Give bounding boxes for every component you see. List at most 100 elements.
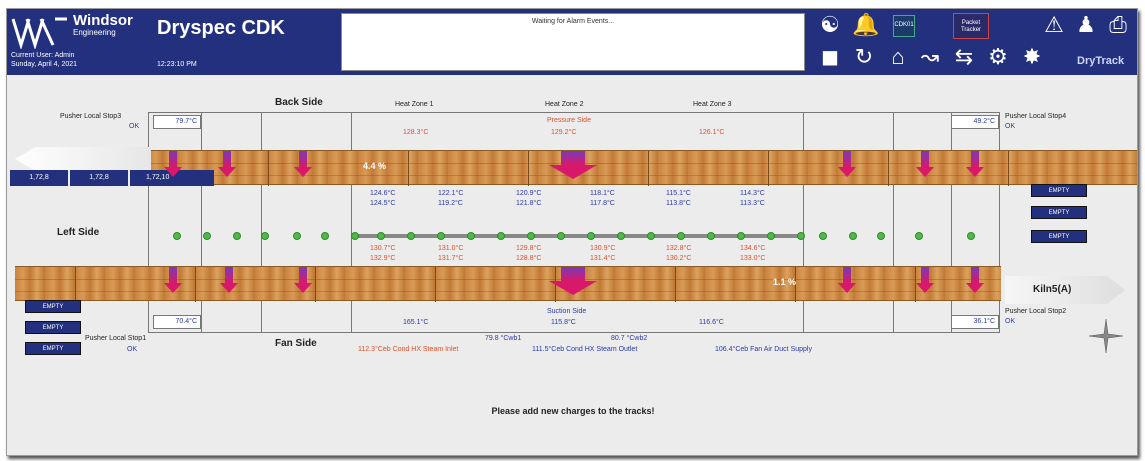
kiln-select-button[interactable]: Kiln5(A) <box>1005 276 1125 304</box>
refresh-icon[interactable]: ↻ <box>854 44 874 69</box>
cond-hx-inlet: 112.3°Ceb Cond HX Steam Inlet <box>358 346 458 353</box>
drytrack-logo[interactable]: DryTrack <box>1077 55 1125 67</box>
top-slot-1[interactable]: 1,72,8 <box>10 170 68 186</box>
sensor-dot <box>261 232 269 240</box>
left-empty-slot-2[interactable]: EMPTY <box>25 321 81 334</box>
pusher-stop3-status: OK <box>129 123 140 130</box>
status-message: Please add new charges to the tracks! <box>491 406 655 416</box>
pusher-stop4-status: OK <box>1005 123 1016 130</box>
heat-zone-3-label: Heat Zone 3 <box>693 101 732 108</box>
sensor-dot <box>849 232 857 240</box>
operator-icon[interactable]: ☯ <box>820 12 840 37</box>
alarm-bell-icon[interactable]: ⚠ <box>1044 12 1064 37</box>
temp-r3-1: 130.7°C <box>370 245 396 252</box>
alarm-message: Waiting for Alarm Events... <box>531 18 615 25</box>
sensor-dot <box>737 232 745 240</box>
wet-bulb-2: 80.7 °Cwb2 <box>611 335 648 342</box>
temp-r4-6: 133.0°C <box>740 255 766 262</box>
wet-bulb-1: 79.8 °Cwb1 <box>485 335 522 342</box>
temp-r2-1: 124.5°C <box>370 200 396 207</box>
suction-temp-2: 115.8°C <box>551 319 576 326</box>
pressure-temp-1: 128.3°C <box>403 129 429 136</box>
airflow-arrow-shaft <box>843 267 851 283</box>
airflow-arrow-head <box>164 167 182 177</box>
suction-temp-1: 165.1°C <box>403 319 429 326</box>
mute-icon[interactable]: ◼ <box>820 44 840 69</box>
trend-icon[interactable]: ↝ <box>920 44 940 69</box>
sensor-dot <box>819 232 827 240</box>
bell-icon[interactable]: 🔔 <box>852 12 880 37</box>
airflow-arrow-head <box>838 283 856 293</box>
wood-grain <box>148 163 1137 164</box>
right-empty-slot-1[interactable]: EMPTY <box>1031 184 1087 197</box>
back-side-label: Back Side <box>275 97 323 108</box>
brand: Windsor Engineering <box>73 13 133 38</box>
airflow-arrow-shaft <box>561 151 585 165</box>
printer-icon[interactable]: ⎙ <box>1109 12 1127 37</box>
packet-tracker-button[interactable]: Packet Tracker <box>953 13 989 39</box>
pusher-stop3-label: Pusher Local Stop3 <box>60 113 122 120</box>
left-empty-slot-3[interactable]: EMPTY <box>25 342 81 355</box>
alarm-panel[interactable]: Waiting for Alarm Events... <box>341 13 805 71</box>
left-empty-slot-1[interactable]: EMPTY <box>25 300 81 313</box>
board-seam <box>408 151 409 186</box>
divider <box>803 112 804 333</box>
heat-zone-2-label: Heat Zone 2 <box>545 101 584 108</box>
wood-grain <box>15 279 1001 280</box>
transfer-icon[interactable]: ⇆ <box>954 44 974 69</box>
sensor-dot <box>677 232 685 240</box>
settings-gear-icon[interactable]: ⚙ <box>988 44 1008 69</box>
temp-r3-3: 129.8°C <box>516 245 542 252</box>
sensor-dot <box>707 232 715 240</box>
users-icon[interactable]: ♟ <box>1076 12 1096 37</box>
sensor-dot <box>467 232 475 240</box>
top-slot-3[interactable]: 1,72,10 <box>130 170 214 186</box>
board-seam <box>528 151 529 186</box>
right-empty-slot-2[interactable]: EMPTY <box>1031 206 1087 219</box>
airflow-arrow-head <box>294 283 312 293</box>
bottom-track-percent: 1.1 % <box>773 277 797 287</box>
temp-r4-4: 131.4°C <box>590 255 616 262</box>
global-settings-icon[interactable]: ✸ <box>1022 44 1042 69</box>
airflow-arrow-shaft <box>225 267 233 283</box>
airflow-arrow-shaft <box>299 267 307 283</box>
board-seam <box>195 267 196 302</box>
board-seam <box>75 267 76 302</box>
divider <box>951 112 952 333</box>
brand-sub: Engineering <box>73 28 116 37</box>
board-seam <box>795 267 796 302</box>
sensor-dot <box>915 232 923 240</box>
packet-label-1: Packet <box>961 20 981 26</box>
right-empty-slot-3[interactable]: EMPTY <box>1031 230 1087 243</box>
fan-air-duct: 106.4°Ceb Fan Air Duct Supply <box>715 346 812 353</box>
temp-r4-1: 132.9°C <box>370 255 396 262</box>
temp-r1-6: 114.3°C <box>740 190 765 197</box>
divider <box>261 112 262 333</box>
home-icon[interactable]: ⌂ <box>891 44 905 69</box>
fan-side-label: Fan Side <box>275 338 317 349</box>
pressure-side-label: Pressure Side <box>547 117 591 124</box>
track-direction-arrow-left <box>15 147 151 171</box>
airflow-arrow-head <box>966 283 984 293</box>
temp-r1-2: 122.1°C <box>438 190 464 197</box>
pusher-stop2-label: Pusher Local Stop2 <box>1005 308 1067 315</box>
top-slot-2[interactable]: 1,72,8 <box>70 170 128 186</box>
board-seam <box>1008 151 1009 186</box>
sensor-dot <box>321 232 329 240</box>
center-rail <box>357 234 803 238</box>
sensor-dot <box>587 232 595 240</box>
airflow-arrow-shaft <box>971 151 979 167</box>
temp-r1-5: 115.1°C <box>666 190 691 197</box>
sensor-dot <box>351 232 359 240</box>
airflow-arrow-head <box>916 167 934 177</box>
board-seam <box>768 151 769 186</box>
sensor-dot <box>967 232 975 240</box>
airflow-arrow-shaft <box>299 151 307 167</box>
cond-hx-outlet-label: °Ceb Cond HX Steam Outlet <box>548 346 638 353</box>
kiln-screen: Windsor Engineering Dryspec CDK Current … <box>6 8 1138 456</box>
airflow-arrow-head <box>218 167 236 177</box>
cdk-selector-button[interactable]: CDK01 <box>893 15 915 37</box>
header-bar: Windsor Engineering Dryspec CDK Current … <box>7 9 1137 75</box>
temp-r2-4: 117.8°C <box>590 200 615 207</box>
airflow-arrow-shaft <box>561 267 585 281</box>
